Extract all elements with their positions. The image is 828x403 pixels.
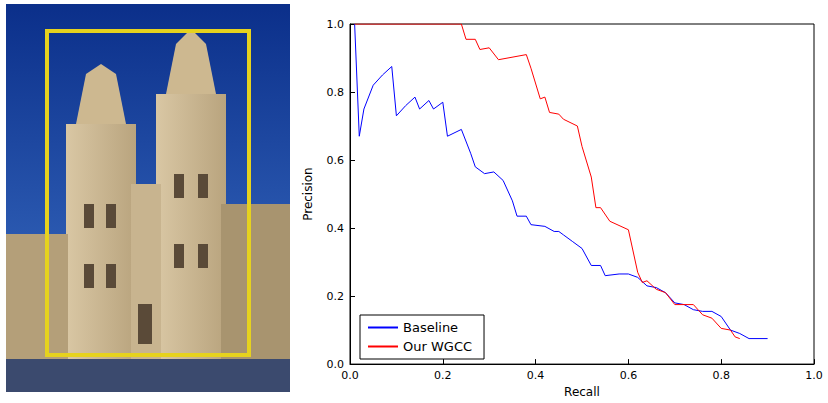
svg-text:0.4: 0.4 [527,369,545,382]
svg-text:Our WGCC: Our WGCC [403,339,472,354]
svg-text:0.4: 0.4 [327,222,345,235]
svg-text:Precision: Precision [301,167,315,221]
svg-text:Recall: Recall [564,385,600,399]
svg-text:1.0: 1.0 [327,18,345,31]
svg-text:0.0: 0.0 [341,369,359,382]
svg-text:0.2: 0.2 [434,369,452,382]
svg-text:0.2: 0.2 [327,290,345,303]
svg-text:Baseline: Baseline [403,320,458,335]
svg-text:0.6: 0.6 [327,154,345,167]
svg-text:0.6: 0.6 [620,369,638,382]
svg-text:0.8: 0.8 [327,86,345,99]
svg-text:1.0: 1.0 [805,369,823,382]
svg-text:0.8: 0.8 [712,369,730,382]
svg-text:0.0: 0.0 [326,357,344,371]
